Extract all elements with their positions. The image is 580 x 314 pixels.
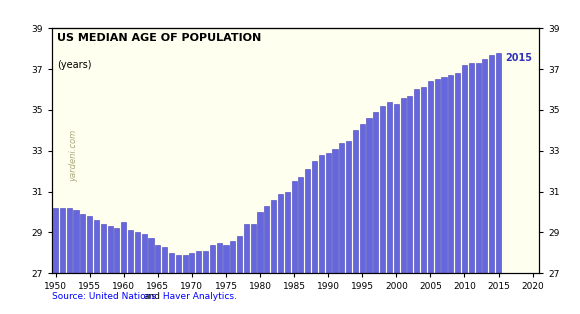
Bar (421, 88, 426, 273)
Bar (360, 124, 365, 273)
Bar (339, 143, 345, 273)
Bar (258, 212, 263, 273)
Bar (387, 102, 392, 273)
Text: yardeni.com: yardeni.com (69, 129, 78, 182)
Bar (244, 224, 249, 273)
Bar (80, 214, 85, 273)
Bar (401, 98, 405, 273)
Bar (251, 224, 256, 273)
Bar (162, 247, 167, 273)
Bar (367, 118, 372, 273)
Text: Source: United Nations: Source: United Nations (52, 292, 159, 301)
Bar (189, 253, 194, 273)
Bar (346, 141, 351, 273)
Bar (434, 79, 440, 273)
Bar (414, 89, 419, 273)
Bar (183, 255, 187, 273)
Bar (101, 224, 106, 273)
Bar (148, 239, 154, 273)
Bar (237, 236, 242, 273)
Bar (155, 245, 161, 273)
Bar (483, 59, 487, 273)
Bar (394, 104, 399, 273)
Bar (264, 206, 269, 273)
Bar (448, 75, 454, 273)
Bar (196, 251, 201, 273)
Text: and: and (144, 292, 161, 301)
Bar (94, 220, 99, 273)
Bar (216, 243, 222, 273)
Bar (107, 226, 113, 273)
Bar (114, 228, 119, 273)
Bar (203, 251, 208, 273)
Bar (353, 130, 358, 273)
Bar (128, 230, 133, 273)
Bar (332, 149, 338, 273)
Bar (67, 208, 72, 273)
Bar (441, 77, 447, 273)
Bar (319, 155, 324, 273)
Bar (455, 73, 460, 273)
Bar (74, 210, 79, 273)
Bar (135, 232, 140, 273)
Bar (476, 63, 481, 273)
Bar (305, 169, 310, 273)
Bar (298, 177, 303, 273)
Bar (53, 208, 58, 273)
Text: US MEDIAN AGE OF POPULATION: US MEDIAN AGE OF POPULATION (57, 33, 262, 43)
Bar (223, 245, 229, 273)
Bar (428, 81, 433, 273)
Text: 2015: 2015 (505, 53, 532, 63)
Bar (312, 161, 317, 273)
Bar (176, 255, 181, 273)
Bar (271, 200, 276, 273)
Bar (407, 96, 412, 273)
Bar (489, 55, 494, 273)
Bar (285, 192, 290, 273)
Bar (87, 216, 92, 273)
Bar (230, 241, 235, 273)
Bar (469, 63, 474, 273)
Bar (121, 222, 126, 273)
Bar (325, 153, 331, 273)
Bar (60, 208, 65, 273)
Bar (142, 235, 147, 273)
Bar (496, 53, 501, 273)
Bar (374, 112, 378, 273)
Bar (292, 181, 296, 273)
Bar (380, 106, 385, 273)
Bar (169, 253, 174, 273)
Text: Haver Analytics.: Haver Analytics. (160, 292, 237, 301)
Bar (278, 194, 283, 273)
Bar (462, 65, 467, 273)
Bar (210, 245, 215, 273)
Text: (years): (years) (57, 60, 92, 70)
